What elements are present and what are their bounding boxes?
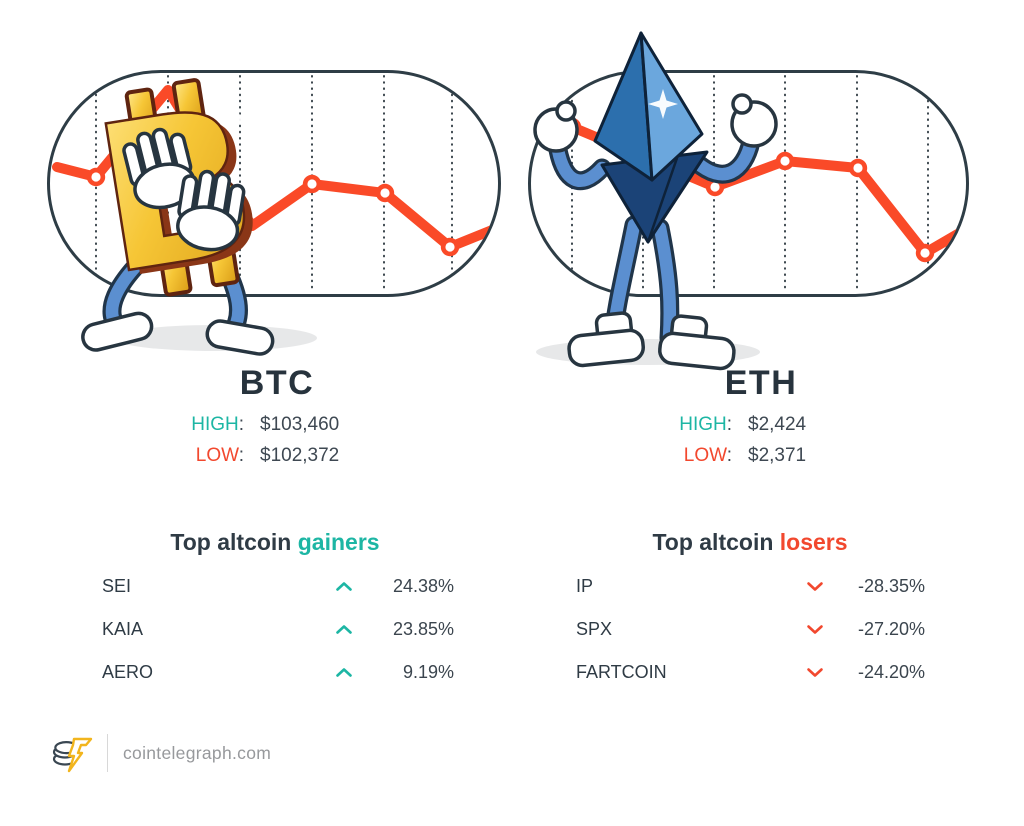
btc-chart-panel <box>47 70 501 297</box>
btc-low-row: LOW: $102,372 <box>195 444 340 466</box>
coin-symbol: SEI <box>102 576 132 596</box>
footer-divider <box>107 734 108 772</box>
table-row: AERO 9.19% <box>96 651 454 694</box>
coin-symbol: KAIA <box>102 619 144 639</box>
high-label: HIGH <box>679 413 727 435</box>
table-row: SEI 24.38% <box>96 565 454 608</box>
gainers-heading-plain: Top altcoin <box>170 529 292 555</box>
table-row: SPX -27.20% <box>570 608 925 651</box>
table-row: FARTCOIN -24.20% <box>570 651 925 694</box>
btc-low-value: $102,372 <box>260 444 340 466</box>
eth-mascot-fist <box>730 93 778 148</box>
btc-price-line <box>52 85 498 257</box>
change-percent: 23.85% <box>392 619 454 639</box>
high-label: HIGH <box>191 413 239 435</box>
btc-high-row: HIGH: $103,460 <box>191 413 340 435</box>
eth-mascot-boot <box>658 314 736 371</box>
eth-low-value: $2,371 <box>748 444 807 466</box>
btc-mascot-glove <box>122 127 196 210</box>
gainers-heading-accent: gainers <box>297 529 380 555</box>
hero-charts: B B <box>47 31 969 371</box>
chevron-down-icon <box>806 581 824 592</box>
change-percent: -24.20% <box>857 662 925 682</box>
chevron-up-icon <box>335 624 353 635</box>
btc-high-value: $103,460 <box>260 413 340 435</box>
site-label: cointelegraph.com <box>123 742 272 763</box>
coin-symbol: AERO <box>102 662 154 682</box>
eth-low-row: LOW: $2,371 <box>683 444 807 466</box>
eth-high-value: $2,424 <box>748 413 807 435</box>
eth-high-row: HIGH: $2,424 <box>679 413 807 435</box>
losers-heading: Top altcoin losers <box>570 529 930 556</box>
btc-mascot-shoe <box>205 319 275 356</box>
eth-title: ETH <box>724 364 798 402</box>
btc-mascot-shoe <box>81 311 154 352</box>
sparkle-icon <box>222 104 250 132</box>
table-row: KAIA 23.85% <box>96 608 454 651</box>
eth-chart-panel <box>528 70 969 297</box>
footer: cointelegraph.com <box>52 731 271 775</box>
change-percent: 24.38% <box>392 576 454 596</box>
eth-mascot-boot <box>567 311 645 368</box>
btc-title: BTC <box>239 364 315 402</box>
chevron-up-icon <box>335 667 353 678</box>
losers-heading-plain: Top altcoin <box>652 529 774 555</box>
eth-mascot-illustration <box>533 31 778 371</box>
low-label: LOW <box>683 444 727 466</box>
coin-symbol: IP <box>576 576 594 596</box>
chevron-down-icon <box>806 667 824 678</box>
change-percent: 9.19% <box>402 662 454 682</box>
chevron-down-icon <box>806 624 824 635</box>
eth-high-low: HIGH: $2,424 LOW: $2,371 <box>648 409 806 471</box>
losers-heading-accent: losers <box>779 529 848 555</box>
change-percent: -28.35% <box>857 576 925 596</box>
cointelegraph-logo-icon <box>52 737 93 773</box>
losers-table: IP -28.35% SPX -27.20% FARTCOIN -24.20% <box>570 565 925 694</box>
btc-high-low: HIGH: $103,460 LOW: $102,372 <box>160 409 339 471</box>
change-percent: -27.20% <box>857 619 925 639</box>
ethereum-diamond-head <box>593 31 709 244</box>
table-row: IP -28.35% <box>570 565 925 608</box>
coin-symbol: SPX <box>576 619 613 639</box>
btc-mascot-glove <box>176 169 246 252</box>
gainers-heading: Top altcoin gainers <box>96 529 454 556</box>
eth-mascot-fist <box>533 100 579 153</box>
btc-mascot-illustration: B B <box>80 62 317 356</box>
chevron-up-icon <box>335 581 353 592</box>
low-label: LOW <box>195 444 239 466</box>
gainers-table: SEI 24.38% KAIA 23.85% AERO 9.19% <box>96 565 454 694</box>
sparkle-icon <box>648 89 678 119</box>
coin-symbol: FARTCOIN <box>576 662 667 682</box>
